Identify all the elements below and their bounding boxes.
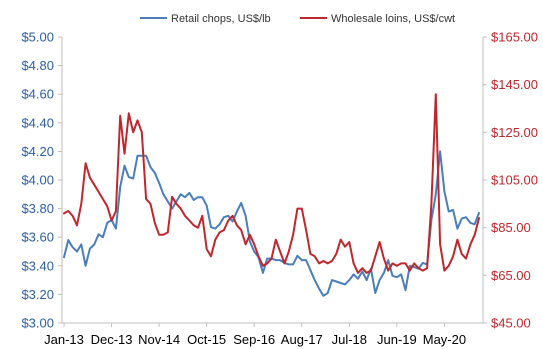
right-tick-label: $45.00: [491, 316, 531, 331]
left-tick-label: $3.00: [21, 316, 54, 331]
left-tick-label: $5.00: [21, 30, 54, 45]
right-tick-label: $85.00: [491, 220, 531, 235]
legend: Retail chops, US$/lb Wholesale loins, US…: [140, 13, 455, 25]
left-tick-label: $4.40: [21, 115, 54, 130]
x-tick-label: Jan-13: [44, 332, 84, 347]
left-tick-label: $4.00: [21, 173, 54, 188]
axes: [58, 36, 487, 327]
right-tick-label: $125.00: [491, 125, 538, 140]
x-tick-label: Nov-14: [138, 332, 180, 347]
right-tick-label: $65.00: [491, 268, 531, 283]
x-tick-label: Jul-18: [332, 332, 367, 347]
left-tick-label: $3.20: [21, 287, 54, 302]
right-tick-label: $105.00: [491, 173, 538, 188]
left-tick-label: $3.60: [21, 230, 54, 245]
right-tick-label: $165.00: [491, 30, 538, 45]
x-tick-label: Dec-13: [91, 332, 133, 347]
retail-chops-line: [63, 150, 480, 297]
left-tick-label: $4.20: [21, 144, 54, 159]
left-tick-label: $3.40: [21, 258, 54, 273]
left-tick-label: $3.80: [21, 201, 54, 216]
x-tick-label: Aug-17: [281, 332, 323, 347]
legend-wholesale-label: Wholesale loins, US$/cwt: [331, 13, 455, 25]
x-tick-label: Jun-19: [377, 332, 417, 347]
left-tick-label: $4.60: [21, 87, 54, 102]
right-tick-label: $145.00: [491, 77, 538, 92]
x-tick-label: Oct-15: [187, 332, 226, 347]
wholesale-loins-line: [63, 93, 480, 274]
left-tick-label: $4.80: [21, 58, 54, 73]
legend-retail-label: Retail chops, US$/lb: [171, 13, 271, 25]
series-lines: [63, 93, 480, 297]
x-tick-label: Sep-16: [233, 332, 275, 347]
x-tick-label: May-20: [423, 332, 466, 347]
tick-labels: $3.00 $3.20 $3.40 $3.60 $3.80 $4.00 $4.20 $4.40…: [21, 30, 538, 348]
